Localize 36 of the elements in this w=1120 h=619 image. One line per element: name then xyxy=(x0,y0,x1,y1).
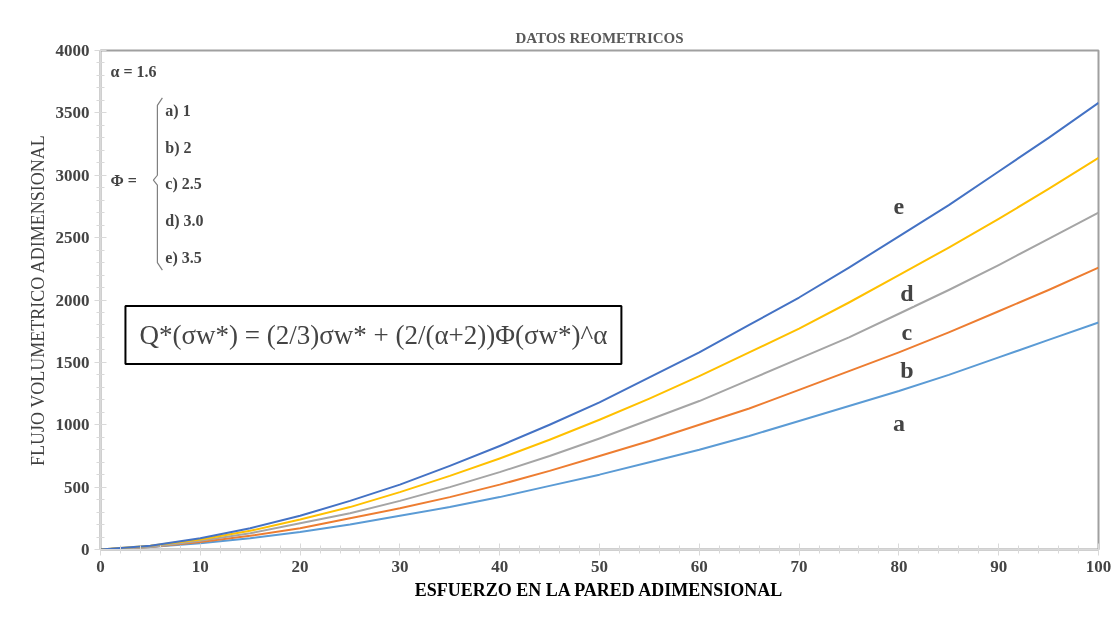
x-tick-label: 40 xyxy=(491,556,509,576)
x-axis-title: ESFUERZO EN LA PARED ADIMENSIONAL xyxy=(414,579,783,600)
annotation: b) 2 xyxy=(165,138,192,157)
y-tick-label: 2000 xyxy=(55,290,90,310)
y-axis-title: FLUJO VOLUMETRICO ADIMENSIONAL xyxy=(27,135,48,466)
series-label: e xyxy=(893,192,905,219)
x-tick-label: 80 xyxy=(890,556,908,576)
x-tick-label: 60 xyxy=(690,556,708,576)
annotation: Q*(σw*) = (2/3)σw* + (2/(α+2))Φ(σw*)^α xyxy=(139,319,608,350)
y-tick-label: 3500 xyxy=(55,103,90,123)
x-tick-label: 70 xyxy=(790,556,808,576)
x-tick-label: 0 xyxy=(96,556,105,576)
annotation: e) 3.5 xyxy=(165,249,202,268)
y-tick-label: 1000 xyxy=(55,415,90,435)
x-tick-label: 90 xyxy=(990,556,1008,576)
y-tick-label: 500 xyxy=(64,477,90,497)
x-tick-label: 10 xyxy=(191,556,209,576)
y-tick-label: 2500 xyxy=(55,228,90,248)
series-label: c xyxy=(901,318,913,345)
x-tick-label: 100 xyxy=(1085,556,1112,576)
x-tick-label: 30 xyxy=(391,556,409,576)
y-tick-label: 4000 xyxy=(55,41,90,60)
y-tick-label: 0 xyxy=(81,540,90,559)
y-tick-label: 1500 xyxy=(55,352,90,372)
series-label: a xyxy=(892,410,905,437)
annotation: d) 3.0 xyxy=(165,212,204,231)
x-tick-label: 20 xyxy=(291,556,309,576)
series-label: d xyxy=(900,280,915,307)
annotation: c) 2.5 xyxy=(165,175,202,194)
series-label: b xyxy=(900,357,914,384)
annotation: a) 1 xyxy=(165,101,191,120)
annotation: α = 1.6 xyxy=(110,63,157,81)
annotation: Φ = xyxy=(110,171,137,189)
x-tick-label: 50 xyxy=(591,556,608,576)
chart-title: DATOS REOMETRICOS xyxy=(515,29,684,46)
y-tick-label: 3000 xyxy=(55,165,90,185)
